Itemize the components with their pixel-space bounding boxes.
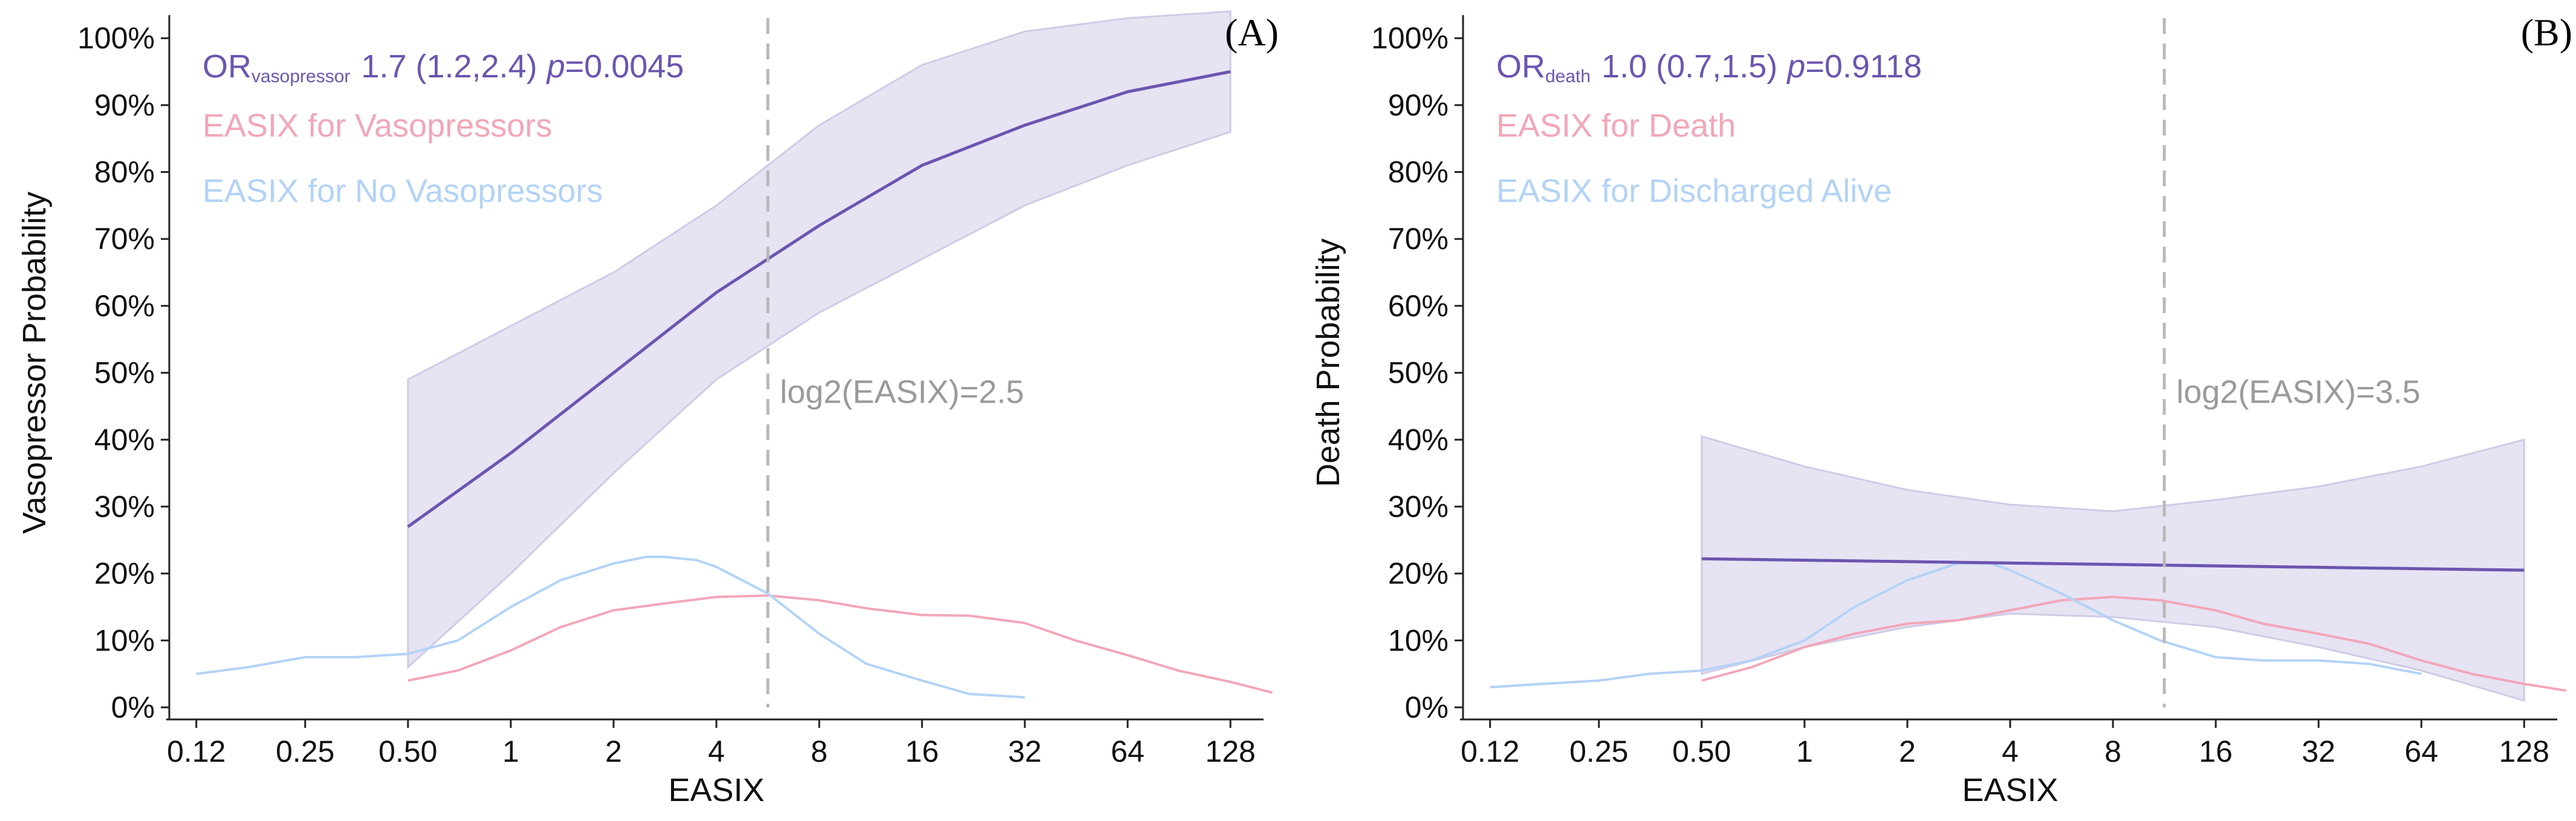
or-prefix: OR bbox=[203, 48, 251, 85]
x-axis-title: EASIX bbox=[1962, 772, 2058, 808]
y-tick-label: 60% bbox=[1388, 289, 1449, 323]
x-tick-label: 2 bbox=[605, 735, 622, 768]
x-tick-label: 32 bbox=[1008, 735, 1042, 768]
y-tick-label: 100% bbox=[1371, 21, 1449, 55]
x-tick-label: 16 bbox=[2199, 735, 2233, 768]
density-positive-line bbox=[407, 594, 1273, 694]
x-tick-label: 0.50 bbox=[1672, 735, 1731, 768]
density-negative-line bbox=[196, 555, 1025, 699]
x-tick-label: 8 bbox=[2104, 735, 2121, 768]
y-tick-label: 80% bbox=[1388, 155, 1449, 189]
odds-ratio-annotation: ORdeath 1.0 (0.7,1.5) p=0.9118 bbox=[1496, 48, 1922, 86]
x-tick-label: 128 bbox=[2499, 735, 2549, 768]
y-tick-label: 30% bbox=[1388, 490, 1449, 524]
y-tick-label: 0% bbox=[1405, 690, 1449, 724]
legend-positive: EASIX for Vasopressors bbox=[203, 108, 552, 144]
x-tick-label: 1 bbox=[502, 735, 519, 768]
x-tick-label: 0.12 bbox=[167, 735, 225, 768]
x-tick-label: 4 bbox=[2002, 735, 2019, 768]
p-value: =0.9118 bbox=[1805, 48, 1922, 85]
y-tick-label: 70% bbox=[94, 222, 155, 256]
or-value: 1.0 (0.7,1.5) bbox=[1601, 48, 1777, 85]
legend-negative: EASIX for Discharged Alive bbox=[1496, 173, 1892, 209]
x-tick-label: 0.12 bbox=[1461, 735, 1519, 768]
y-axis-title: Vasopressor Probability bbox=[16, 192, 53, 534]
or-value: 1.7 (1.2,2.4) bbox=[361, 48, 537, 85]
y-tick-label: 50% bbox=[94, 356, 155, 390]
legend-positive: EASIX for Death bbox=[1496, 108, 1736, 144]
x-tick-label: 64 bbox=[1111, 735, 1144, 768]
y-tick-label: 90% bbox=[1388, 88, 1449, 122]
x-tick-label: 64 bbox=[2404, 735, 2438, 768]
p-value: =0.0045 bbox=[565, 48, 684, 85]
or-subscript: vasopressor bbox=[251, 67, 350, 86]
y-tick-label: 10% bbox=[1388, 623, 1449, 657]
x-tick-label: 0.25 bbox=[276, 735, 334, 768]
y-tick-label: 80% bbox=[94, 155, 155, 189]
x-axis-title: EASIX bbox=[668, 772, 764, 808]
y-axis-title: Death Probability bbox=[1310, 238, 1346, 487]
y-tick-label: 40% bbox=[1388, 423, 1449, 456]
odds-ratio-annotation: ORvasopressor 1.7 (1.2,2.4) p=0.0045 bbox=[203, 48, 684, 86]
p-label: p bbox=[1786, 48, 1805, 85]
y-tick-label: 20% bbox=[94, 557, 155, 591]
or-subscript: death bbox=[1545, 67, 1591, 86]
density-positive-line bbox=[1701, 595, 2567, 692]
p-label: p bbox=[546, 48, 565, 85]
x-tick-label: 32 bbox=[2302, 735, 2335, 768]
cutoff-label: log2(EASIX)=3.5 bbox=[2176, 374, 2421, 410]
or-prefix: OR bbox=[1496, 48, 1545, 85]
x-tick-label: 8 bbox=[811, 735, 828, 768]
y-tick-label: 0% bbox=[111, 690, 155, 724]
y-tick-label: 90% bbox=[94, 88, 155, 122]
y-tick-label: 30% bbox=[94, 490, 155, 524]
y-tick-label: 100% bbox=[77, 21, 155, 55]
legend-negative: EASIX for No Vasopressors bbox=[203, 173, 603, 209]
cutoff-label: log2(EASIX)=2.5 bbox=[780, 374, 1024, 410]
x-tick-label: 16 bbox=[905, 735, 939, 768]
y-tick-label: 10% bbox=[94, 623, 155, 657]
x-tick-label: 0.25 bbox=[1569, 735, 1628, 768]
predicted-probability-line bbox=[1701, 557, 2525, 572]
x-tick-label: 4 bbox=[708, 735, 725, 768]
y-tick-label: 40% bbox=[94, 423, 155, 456]
panel-b: log2(EASIX)=3.50%10%20%30%40%50%60%70%80… bbox=[1310, 11, 2572, 808]
x-tick-label: 2 bbox=[1899, 735, 1916, 768]
x-tick-label: 1 bbox=[1796, 735, 1813, 768]
y-tick-label: 60% bbox=[94, 289, 155, 323]
panel-a: log2(EASIX)=2.50%10%20%30%40%50%60%70%80… bbox=[16, 10, 1279, 808]
y-tick-label: 70% bbox=[1388, 222, 1449, 256]
predicted-probability-line bbox=[407, 70, 1231, 528]
y-tick-label: 20% bbox=[1388, 557, 1449, 591]
ci-band bbox=[407, 10, 1231, 669]
y-tick-label: 50% bbox=[1388, 356, 1449, 390]
panel-tag: (B) bbox=[2521, 11, 2572, 54]
x-tick-label: 0.50 bbox=[378, 735, 437, 768]
x-tick-label: 128 bbox=[1205, 735, 1256, 768]
panel-tag: (A) bbox=[1225, 11, 1279, 54]
